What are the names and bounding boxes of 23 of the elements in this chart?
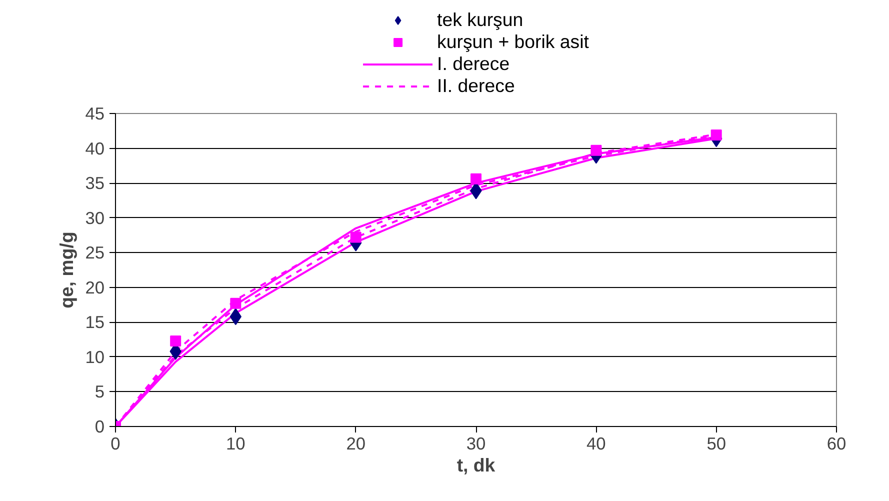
x-tick-label: 30	[466, 434, 486, 454]
x-tick-label: 0	[110, 434, 120, 454]
legend-label: II. derece	[437, 74, 515, 96]
y-tick-label: 10	[85, 346, 105, 367]
x-tick-label: 40	[586, 434, 606, 454]
legend-label: I. derece	[437, 52, 510, 74]
x-tick-label: 50	[706, 434, 726, 454]
y-axis-title: qe, mg/g	[56, 232, 78, 308]
legend-label: kurşun + borik asit	[437, 30, 589, 52]
y-tick-label: 25	[85, 242, 105, 263]
x-tick-label: 60	[826, 434, 846, 454]
legend-label: tek kurşun	[437, 8, 524, 30]
y-tick-label: 20	[85, 277, 105, 298]
x-tick-label: 20	[346, 434, 366, 454]
y-tick-label: 30	[85, 208, 105, 228]
x-tick-label: 10	[226, 434, 246, 454]
y-tick-label: 0	[94, 416, 105, 436]
x-axis-title: t, dk	[456, 454, 496, 476]
y-tick-label: 40	[85, 138, 105, 158]
y-tick-label: 5	[94, 382, 105, 402]
y-tick-label: 35	[85, 173, 105, 194]
y-tick-label: 15	[85, 312, 105, 332]
y-tick-label: 45	[85, 104, 105, 124]
